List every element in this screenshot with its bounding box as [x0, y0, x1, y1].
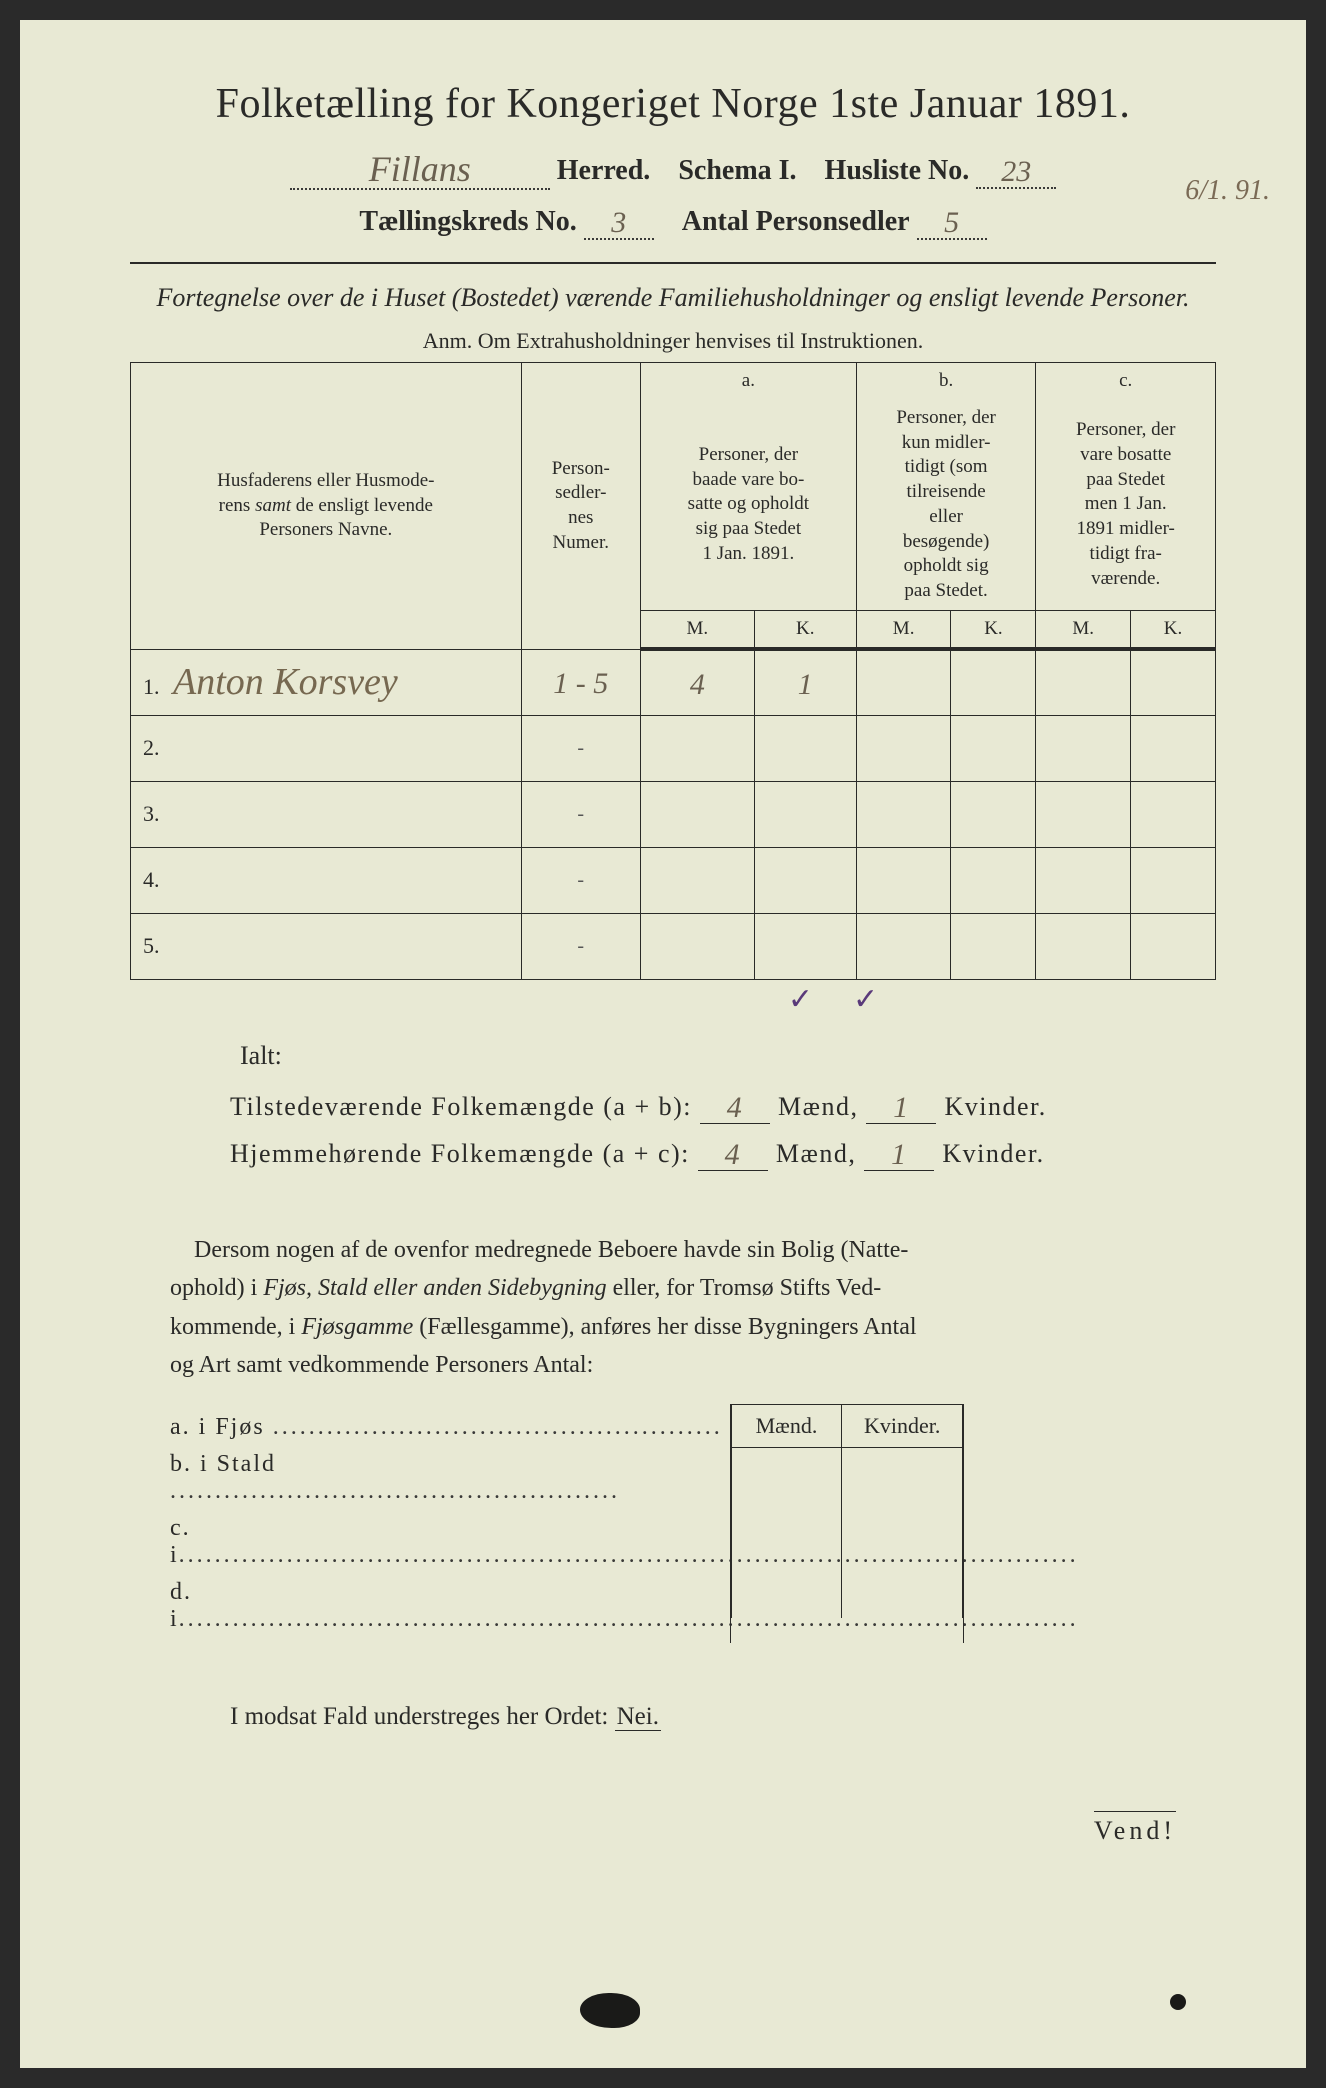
herred-label: Herred. [557, 155, 651, 186]
side-table: a. i Fjøs b. i Stald c. i d. i Mænd. Kvi… [170, 1404, 1216, 1643]
col-b-text: Personer, derkun midler-tidigt (somtilre… [856, 400, 1036, 610]
col-a-m: M. [640, 610, 754, 649]
vend-label: Vend! [1094, 1811, 1176, 1846]
checkmarks: ✓✓ [130, 982, 1216, 1017]
opt-c: c. i [170, 1515, 730, 1569]
side-maend: Mænd. [732, 1405, 842, 1448]
opt-a: a. i Fjøs [170, 1414, 730, 1441]
husliste-value: 23 [1001, 155, 1031, 188]
side-options: a. i Fjøs b. i Stald c. i d. i [170, 1404, 730, 1643]
herred-value: Fillans [369, 149, 471, 189]
main-table: Husfaderens eller Husmode-rens samt de e… [130, 362, 1216, 979]
subtitle: Fortegnelse over de i Huset (Bostedet) v… [130, 280, 1216, 316]
sum-line-1: Tilstedeværende Folkemængde (a + b): 4 M… [230, 1089, 1216, 1124]
side-mk-table: Mænd. Kvinder. [730, 1404, 964, 1643]
col-b-m: M. [856, 610, 951, 649]
margin-date: 6/1. 91. [1185, 175, 1270, 207]
census-form-page: Folketælling for Kongeriget Norge 1ste J… [20, 20, 1306, 2068]
anm-note: Anm. Om Extrahusholdninger henvises til … [130, 328, 1216, 354]
col-c-text: Personer, dervare bosattepaa Stedetmen 1… [1036, 400, 1216, 610]
divider-top [130, 262, 1216, 264]
sum-line-2: Hjemmehørende Folkemængde (a + c): 4 Mæn… [230, 1136, 1216, 1171]
antal-value: 5 [944, 206, 959, 239]
footer-line: I modsat Fald understreges her Ordet: Ne… [230, 1703, 1216, 1731]
table-row: 4. - [131, 847, 1216, 913]
ialt-block: Ialt: Tilstedeværende Folkemængde (a + b… [230, 1041, 1216, 1171]
table-row: 1.Anton Korsvey 1 - 5 4 1 [131, 649, 1216, 715]
ink-blot [580, 1993, 640, 2028]
side-kvinder: Kvinder. [842, 1405, 963, 1448]
antal-label: Antal Personsedler [682, 206, 910, 237]
page-title: Folketælling for Kongeriget Norge 1ste J… [130, 80, 1216, 128]
col-a-text: Personer, derbaade vare bo-satte og opho… [640, 400, 856, 610]
opt-b: b. i Stald [170, 1451, 730, 1505]
col-a-k: K. [754, 610, 856, 649]
ialt-label: Ialt: [240, 1041, 1216, 1071]
col-a-head: a. [640, 363, 856, 400]
table-row: 2. - [131, 715, 1216, 781]
husliste-label: Husliste No. [825, 155, 970, 186]
col-c-head: c. [1036, 363, 1216, 400]
col-c-k: K. [1131, 610, 1216, 649]
header-line-2: Tællingskreds No. 3 Antal Personsedler 5 [130, 204, 1216, 240]
table-body: 1.Anton Korsvey 1 - 5 4 1 2. - 3. - 4. [131, 649, 1216, 979]
col-name-header: Husfaderens eller Husmode-rens samt de e… [131, 363, 522, 649]
paper-hole [1170, 1994, 1186, 2010]
opt-d: d. i [170, 1579, 730, 1633]
kreds-label: Tællingskreds No. [359, 206, 576, 237]
table-row: 3. - [131, 781, 1216, 847]
col-b-head: b. [856, 363, 1036, 400]
nei-word: Nei. [615, 1703, 661, 1731]
kreds-value: 3 [611, 206, 626, 239]
schema-label: Schema I. [678, 155, 796, 186]
col-numer-header: Person-sedler-nesNumer. [521, 363, 640, 649]
col-c-m: M. [1036, 610, 1131, 649]
header-line-1: Fillans Herred. Schema I. Husliste No. 2… [130, 146, 1216, 190]
table-row: 5. - [131, 913, 1216, 979]
instruction-paragraph: Dersom nogen af de ovenfor medregnede Be… [170, 1231, 1206, 1385]
col-b-k: K. [951, 610, 1036, 649]
